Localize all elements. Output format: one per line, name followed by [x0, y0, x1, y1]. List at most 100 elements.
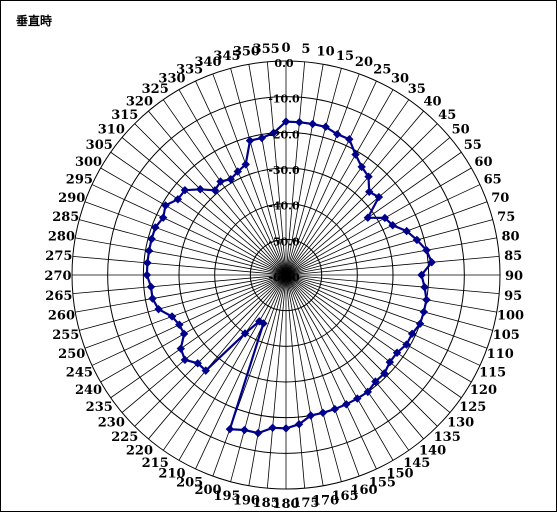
grid-spoke	[178, 274, 287, 461]
angle-tick-label: 60	[474, 155, 492, 170]
data-point	[427, 258, 436, 267]
angle-tick-label: 15	[336, 49, 354, 64]
grid-spoke	[285, 274, 394, 461]
data-point	[380, 369, 389, 378]
grid-spoke	[134, 123, 287, 276]
data-point	[321, 122, 330, 132]
grid-spoke	[285, 64, 324, 276]
grid-spoke	[285, 274, 324, 486]
data-point	[363, 387, 373, 397]
angle-tick-label: 180	[272, 497, 299, 512]
angle-tick-label: 255	[52, 328, 79, 343]
angle-tick-label: 95	[504, 289, 522, 304]
angle-tick-label: 305	[86, 138, 113, 153]
angle-tick-label: 30	[391, 72, 409, 87]
angle-tick-label: 90	[505, 269, 523, 284]
data-point	[158, 213, 168, 222]
grid-spoke	[178, 89, 287, 276]
data-point	[175, 320, 184, 329]
angle-tick-label: 335	[176, 62, 203, 77]
grid-spoke	[121, 137, 287, 276]
angle-tick-label: 300	[75, 155, 102, 170]
angle-tick-label: 290	[58, 191, 85, 206]
angle-tick-label: 235	[86, 400, 113, 415]
grid-spoke	[79, 219, 287, 276]
angle-tick-label: 355	[253, 42, 280, 57]
grid-spoke	[75, 237, 287, 276]
data-point	[415, 319, 425, 328]
grid-spoke	[285, 80, 377, 276]
data-point	[253, 428, 263, 438]
angle-tick-label: 345	[213, 49, 240, 64]
angle-tick-label: 5	[301, 42, 310, 57]
data-point	[365, 187, 374, 196]
data-point	[353, 394, 362, 403]
data-point	[380, 213, 390, 223]
angle-tick-label: 150	[386, 466, 413, 481]
angle-tick-label: 240	[75, 383, 102, 398]
grid-spoke	[195, 274, 287, 470]
grid-spoke	[162, 274, 287, 451]
data-point	[196, 185, 205, 194]
angle-tick-label: 35	[408, 82, 426, 97]
grid-spoke	[285, 219, 493, 276]
angle-tick-label: 125	[459, 400, 486, 415]
grid-spoke	[285, 274, 488, 349]
grid-spoke	[162, 99, 287, 276]
polar-grid	[71, 60, 501, 490]
data-point	[148, 294, 157, 303]
grid-spoke	[285, 61, 306, 276]
grid-spoke	[248, 274, 287, 486]
radial-tick-label: 0.0	[274, 57, 293, 70]
data-point	[294, 420, 304, 429]
grid-spoke	[285, 123, 438, 276]
data-point	[308, 119, 317, 129]
radial-tick-label: -10.0	[268, 93, 300, 106]
angle-tick-label: 330	[158, 72, 185, 87]
angle-tick-label: 40	[424, 94, 442, 109]
data-point	[180, 185, 190, 195]
angle-tick-label: 155	[369, 476, 396, 491]
grid-spoke	[285, 274, 497, 313]
grid-spoke	[212, 73, 287, 276]
data-point	[392, 348, 402, 357]
angle-tick-label: 120	[470, 383, 497, 398]
data-point	[269, 128, 278, 138]
angle-tick-label: 20	[355, 55, 373, 70]
grid-spoke	[248, 64, 287, 276]
grid-spoke	[285, 274, 472, 383]
data-point	[146, 282, 156, 292]
grid-spoke	[75, 274, 287, 313]
data-point	[179, 329, 189, 339]
radial-tick-label: -20.0	[268, 128, 300, 141]
angle-tick-label: 285	[52, 210, 79, 225]
angle-tick-label: 50	[452, 122, 470, 137]
grid-spoke	[230, 274, 287, 482]
data-point	[151, 223, 160, 232]
grid-spoke	[84, 201, 287, 276]
angle-tick-label: 135	[434, 430, 461, 445]
grid-spoke	[134, 274, 287, 427]
grid-spoke	[285, 89, 394, 276]
data-point	[144, 246, 154, 256]
data-point	[143, 258, 152, 268]
angle-tick-label: 275	[45, 249, 72, 264]
data-point	[420, 282, 429, 292]
grid-spoke	[285, 274, 377, 470]
angle-tick-label: 210	[158, 466, 185, 481]
angle-tick-label: 320	[126, 94, 153, 109]
grid-spoke	[266, 274, 287, 489]
series-layer	[142, 117, 436, 438]
data-point	[388, 221, 397, 230]
radial-tick-label: -50.0	[268, 235, 300, 248]
angle-tick-label: 85	[504, 249, 522, 264]
angle-tick-label: 65	[484, 173, 502, 188]
data-point	[281, 424, 291, 433]
data-point	[210, 186, 220, 195]
data-point	[407, 329, 417, 338]
grid-spoke	[91, 274, 287, 366]
angle-tick-label: 295	[66, 173, 93, 188]
angle-tick-label: 75	[497, 210, 515, 225]
grid-spoke	[148, 274, 287, 440]
